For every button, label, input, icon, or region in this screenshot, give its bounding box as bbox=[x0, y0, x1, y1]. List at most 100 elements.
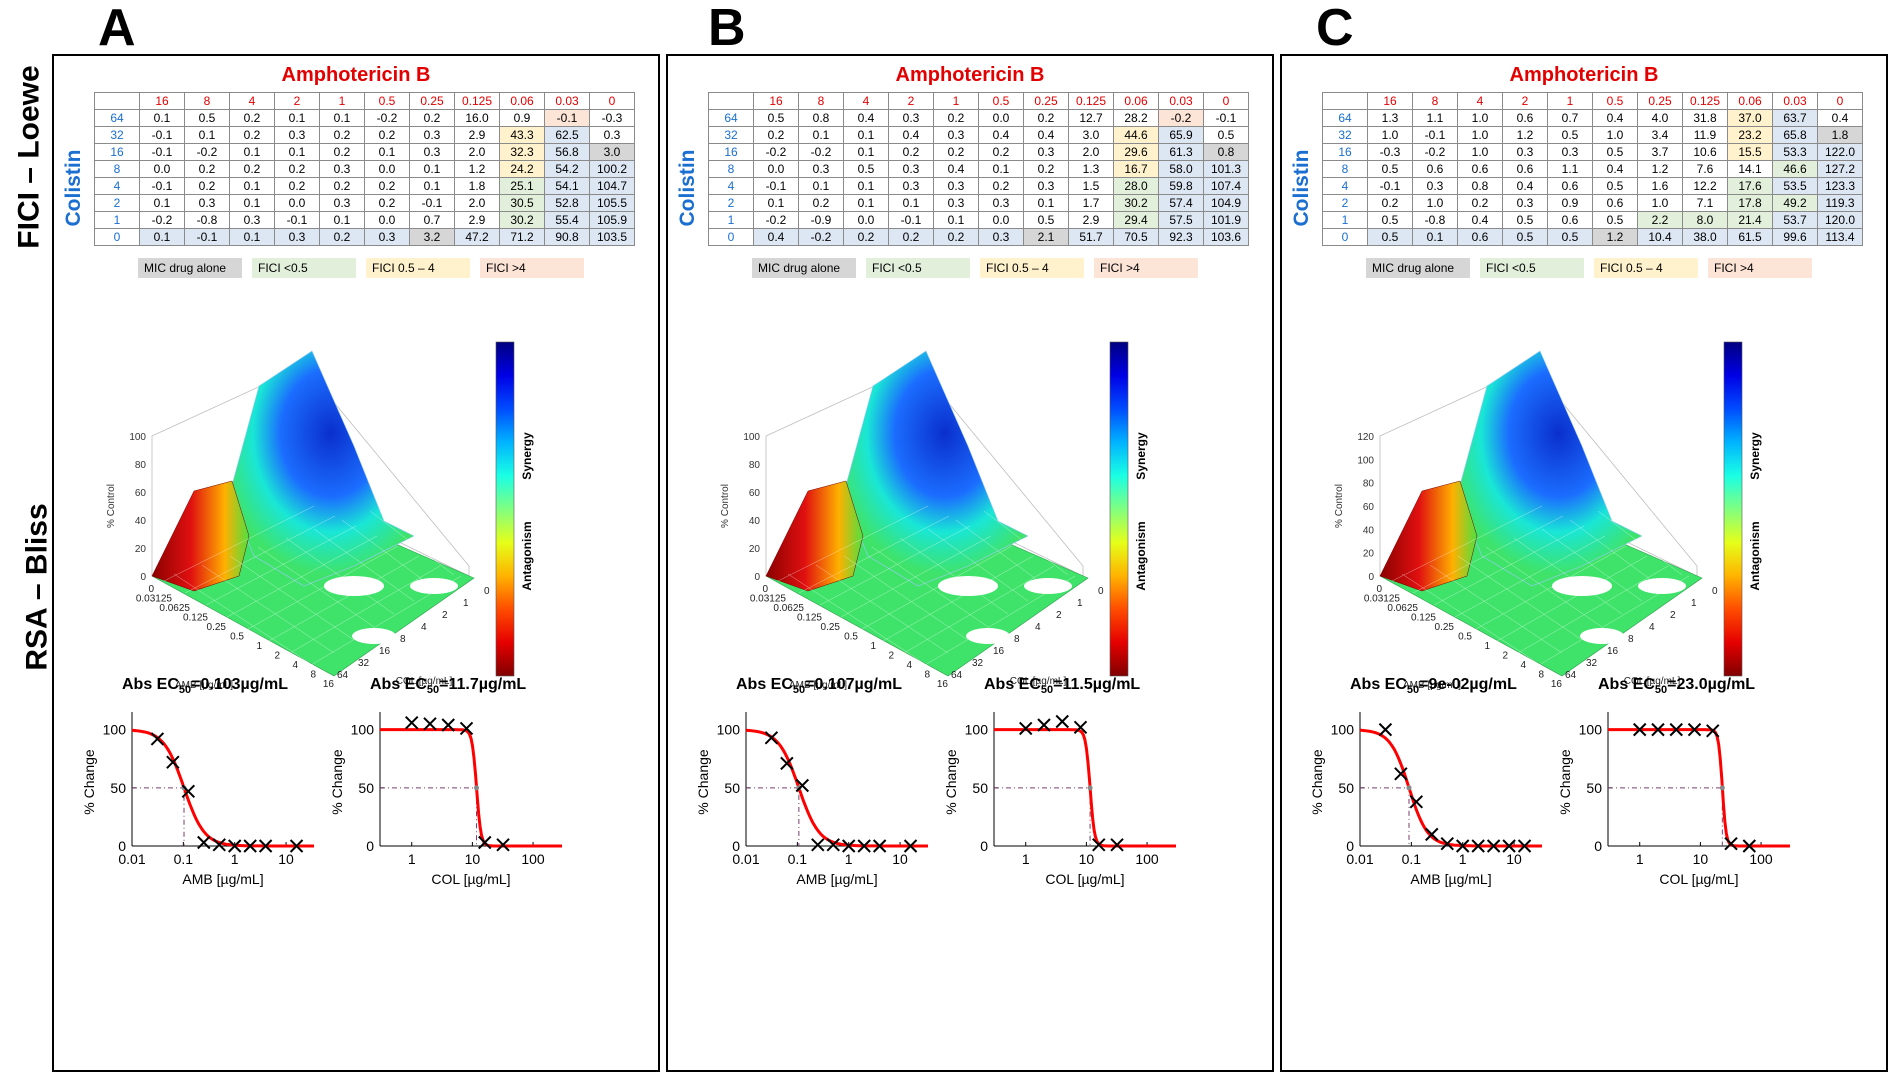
amb-tick-label: 2 bbox=[274, 651, 280, 662]
ec50-title: Abs EC50=0.107µg/mL bbox=[736, 676, 902, 696]
surface-synergy-region bbox=[842, 350, 1029, 587]
ec50-value: =11.5µg/mL bbox=[1053, 676, 1141, 693]
y-tick-label: 50 bbox=[1338, 780, 1354, 796]
table-cell: 16.7 bbox=[1113, 160, 1159, 178]
amb-tick-label: 0.25 bbox=[1435, 622, 1455, 633]
table-cell: 10.6 bbox=[1682, 143, 1728, 161]
table-cell: 0.2 bbox=[1023, 160, 1069, 178]
surface-gap bbox=[1638, 578, 1686, 594]
table-cell: -0.2 bbox=[753, 143, 799, 161]
ec50-prefix: Abs EC bbox=[1598, 676, 1655, 693]
table-cell: 1.2 bbox=[454, 160, 500, 178]
legend-item: MIC drug alone bbox=[1366, 258, 1470, 278]
column-header: 1 bbox=[1547, 92, 1593, 110]
table-row: 8 0.0 0.3 0.5 0.3 0.4 0.1 0.2 1.3 16.7 58.0 101.3 bbox=[708, 160, 1249, 178]
table-cell: 12.2 bbox=[1682, 177, 1728, 195]
row-header: 8 bbox=[708, 160, 754, 178]
legend-item: FICI 0.5 – 4 bbox=[366, 258, 470, 278]
table-cell: 0.4 bbox=[1502, 177, 1548, 195]
y-axis-label: % Change bbox=[695, 749, 711, 815]
x-tick-label: 1 bbox=[1636, 851, 1644, 867]
table-cell: 0.1 bbox=[843, 143, 889, 161]
table-cell: 1.0 bbox=[1412, 194, 1458, 212]
col-tick-label: 0 bbox=[1098, 586, 1104, 597]
ec50-title: Abs EC50=0.103µg/mL bbox=[122, 676, 288, 696]
table-cell: -0.2 bbox=[798, 228, 844, 246]
table-cell: 0.0 bbox=[364, 160, 410, 178]
table-cell: 0.3 bbox=[1502, 143, 1548, 161]
table-cell: 43.3 bbox=[499, 126, 545, 144]
data-point bbox=[1073, 720, 1088, 735]
y-axis-label: % Change bbox=[329, 749, 345, 815]
surface-antagonism-region bbox=[151, 480, 250, 592]
x-axis-label: COL [µg/mL] bbox=[1659, 871, 1738, 887]
z-axis-label: % Control bbox=[106, 484, 117, 528]
panel-letter-a: A bbox=[98, 0, 136, 57]
row-header: 64 bbox=[94, 109, 140, 127]
data-point bbox=[1110, 838, 1124, 852]
colorbar-antagonism-label: Antagonism bbox=[520, 521, 534, 590]
z-tick-label: 40 bbox=[1363, 525, 1375, 536]
y-tick-label: 100 bbox=[1579, 722, 1603, 738]
table-cell: 100.2 bbox=[589, 160, 635, 178]
table-cell: 0.3 bbox=[888, 109, 934, 127]
table-cell: 53.7 bbox=[1772, 211, 1818, 229]
table-cell: 0.3 bbox=[1023, 177, 1069, 195]
table-row: 1 -0.2 -0.9 0.0 -0.1 0.1 0.0 0.5 2.9 29.4 57.5 101.… bbox=[708, 211, 1249, 229]
legend-item: FICI >4 bbox=[1708, 258, 1812, 278]
x-tick-label: 10 bbox=[1506, 851, 1522, 867]
table-cell: 1.7 bbox=[1068, 194, 1114, 212]
table-cell: 0.3 bbox=[409, 126, 455, 144]
table-row: 16 -0.2 -0.2 0.1 0.2 0.2 0.2 0.3 2.0 29.6 61.3 0.8 bbox=[708, 143, 1249, 161]
table-cell: 120.0 bbox=[1817, 211, 1863, 229]
amb-tick-label: 8 bbox=[1538, 670, 1544, 681]
column-header: 2 bbox=[274, 92, 320, 110]
x-tick-label: 10 bbox=[892, 851, 908, 867]
amb-tick-label: 0.125 bbox=[1411, 613, 1436, 624]
legend-item: MIC drug alone bbox=[752, 258, 856, 278]
col-tick-label: 8 bbox=[400, 634, 406, 645]
fici-table: 16 8 4 2 1 0.5 0.25 0.125 0.06 0.03 0 64 1.3 1.1 1.0 0.… bbox=[1322, 92, 1863, 246]
table-cell: 1.8 bbox=[1817, 126, 1863, 144]
table-cell: 0.2 bbox=[274, 160, 320, 178]
table-cell: 0.4 bbox=[843, 109, 889, 127]
panel-c: Amphotericin B Colistin 16 8 4 2 1 0.5 0.25 0.125… bbox=[1280, 54, 1888, 1072]
amb-tick-label: 2 bbox=[1502, 651, 1508, 662]
row-header: 4 bbox=[1322, 177, 1368, 195]
table-cell: 0.0 bbox=[274, 194, 320, 212]
table-cell: 0.3 bbox=[319, 194, 365, 212]
data-point bbox=[1378, 722, 1393, 737]
data-point bbox=[903, 839, 918, 853]
table-cell: -0.3 bbox=[1367, 143, 1413, 161]
x-tick-label: 1 bbox=[1459, 851, 1467, 867]
table-cell: 7.6 bbox=[1682, 160, 1728, 178]
table-cell: 0.4 bbox=[978, 126, 1024, 144]
table-cell: 57.5 bbox=[1158, 211, 1204, 229]
column-header: 0.125 bbox=[454, 92, 500, 110]
table-cell: -0.3 bbox=[589, 109, 635, 127]
table-cell: -0.1 bbox=[753, 177, 799, 195]
table-cell: 0.3 bbox=[319, 160, 365, 178]
col-tick-label: 64 bbox=[337, 670, 349, 681]
table-cell: 0.3 bbox=[978, 228, 1024, 246]
table-cell: 0.3 bbox=[1023, 143, 1069, 161]
z-axis-label: % Control bbox=[1334, 484, 1345, 528]
dose-response-curve: 0 50 100 0.01 0.1 1 10 AMB [µg/mL] % Change bbox=[81, 712, 314, 887]
table-cell: 0.2 bbox=[1367, 194, 1413, 212]
table-cell: 46.6 bbox=[1772, 160, 1818, 178]
data-point bbox=[1425, 827, 1439, 842]
y-tick-label: 0 bbox=[118, 838, 126, 854]
z-tick-label: 80 bbox=[135, 460, 147, 471]
table-cell: 0.2 bbox=[319, 228, 365, 246]
y-tick-label: 0 bbox=[1346, 838, 1354, 854]
table-cell: 0.1 bbox=[798, 177, 844, 195]
table-cell: 0.4 bbox=[1817, 109, 1863, 127]
data-point bbox=[1055, 714, 1069, 729]
table-cell: 23.2 bbox=[1727, 126, 1773, 144]
table-cell: 16.0 bbox=[454, 109, 500, 127]
table-cell: 0.3 bbox=[274, 228, 320, 246]
data-point bbox=[197, 835, 211, 850]
data-point bbox=[1517, 839, 1532, 853]
table-cell: 0.5 bbox=[1502, 211, 1548, 229]
